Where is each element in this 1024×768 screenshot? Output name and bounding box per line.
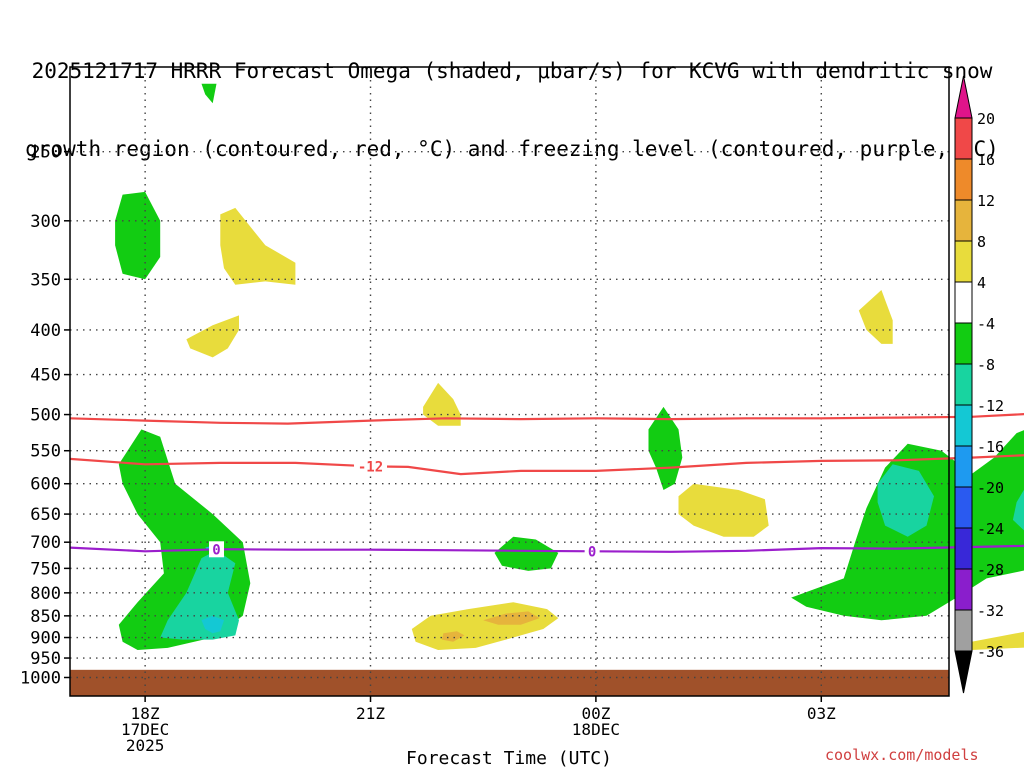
y-tick-label-500: 500 [30, 406, 61, 426]
colorbar-label-9: -20 [977, 479, 1004, 497]
colorbar-bin-1 [954, 158, 973, 201]
colorbar-bin-2 [954, 199, 973, 242]
colorbar-label-12: -32 [977, 602, 1004, 620]
colorbar-label-4: 4 [977, 274, 986, 292]
chart-title-line-1: 2025121717 HRRR Forecast Omega (shaded, … [31, 59, 993, 83]
colorbar-bin-8 [954, 445, 973, 488]
x-axis-label: Forecast Time (UTC) [406, 748, 612, 768]
omega-region-15 [441, 631, 465, 642]
colorbar: 20 16 12 8 4 -4 -8 -12 -16 -20 -24 -28 -32 -36 [954, 75, 1004, 694]
omega-region-10 [160, 550, 239, 640]
x-tick-label-21-0: 21Z [356, 704, 385, 723]
y-tick-label-750: 750 [30, 559, 61, 579]
contour-label-1-0: -12 [358, 459, 383, 475]
contour-label-2-1: 0 [588, 544, 596, 560]
colorbar-label-0: 20 [977, 110, 995, 128]
x-tick-label-18-2: 2025 [126, 736, 165, 755]
colorbar-bin-0 [954, 117, 973, 160]
omega-region-19 [1012, 489, 1024, 531]
colorbar-label-3: 8 [977, 233, 986, 251]
colorbar-bin-9 [954, 486, 973, 529]
y-tick-label-250: 250 [30, 143, 61, 163]
colorbar-label-2: 12 [977, 192, 995, 210]
omega-region-1 [115, 191, 161, 280]
contour-line-2 [69, 544, 1024, 553]
omega-region-6 [678, 483, 769, 537]
colorbar-label-8: -16 [977, 438, 1004, 456]
omega-region-2 [220, 207, 296, 285]
credit-link[interactable]: coolwx.com/models [825, 746, 979, 764]
contour-label-2-0: 0 [212, 542, 220, 558]
y-tick-label-600: 600 [30, 475, 61, 495]
omega-region-11 [201, 615, 224, 634]
colorbar-bin-10 [954, 527, 973, 570]
colorbar-label-1: 16 [977, 151, 995, 169]
y-tick-label-850: 850 [30, 607, 61, 627]
colorbar-label-11: -28 [977, 561, 1004, 579]
contour-label-bg-2-0 [209, 541, 224, 558]
y-tick-label-1000: 1000 [20, 668, 61, 688]
x-tick-label-18-0: 18Z [131, 704, 160, 723]
omega-region-16 [494, 536, 559, 571]
colorbar-bin-11 [954, 568, 973, 611]
colorbar-bin-6 [954, 363, 973, 406]
contour-line-0 [69, 413, 1024, 425]
colorbar-label-7: -12 [977, 397, 1004, 415]
x-tick-label-18-1: 17DEC [121, 720, 169, 739]
omega-region-3 [186, 315, 239, 358]
colorbar-bin-4 [954, 281, 973, 324]
y-tick-label-800: 800 [30, 584, 61, 604]
surface-fill [70, 669, 949, 696]
colorbar-over-arrow [954, 75, 973, 119]
colorbar-bin-3 [954, 240, 973, 283]
colorbar-label-6: -8 [977, 356, 995, 374]
y-tick-label-350: 350 [30, 270, 61, 290]
colorbar-under-arrow [954, 650, 973, 694]
colorbar-label-13: -36 [977, 643, 1004, 661]
chart-title-line-2: growth region (contoured, red, °C) and f… [25, 137, 999, 161]
omega-region-20 [971, 631, 1024, 650]
y-tick-label-550: 550 [30, 442, 61, 462]
x-tick-label-24-1: 18DEC [572, 720, 620, 739]
chart-title: 2025121717 HRRR Forecast Omega (shaded, … [0, 6, 1024, 188]
y-tick-label-950: 950 [30, 649, 61, 669]
colorbar-bin-12 [954, 609, 973, 652]
x-tick-label-24-0: 00Z [581, 704, 610, 723]
y-tick-label-700: 700 [30, 533, 61, 553]
plot-area: -12-120002503003504004505005506006507007… [20, 66, 1024, 755]
x-tick-label-27-0: 03Z [807, 704, 836, 723]
y-tick-label-650: 650 [30, 505, 61, 525]
contour-label-bg-2-1 [584, 543, 600, 560]
omega-region-0 [201, 83, 217, 104]
y-tick-label-900: 900 [30, 629, 61, 649]
contour-label-bg-1-0 [354, 458, 388, 475]
omega-region-7 [858, 290, 893, 344]
omega-region-14 [483, 611, 540, 625]
omega-region-18 [877, 464, 934, 537]
colorbar-label-10: -24 [977, 520, 1004, 538]
colorbar-label-5: -4 [977, 315, 995, 333]
y-tick-label-300: 300 [30, 212, 61, 232]
plot-frame [69, 66, 950, 697]
contour-line-1 [69, 454, 1024, 476]
colorbar-bin-5 [954, 322, 973, 365]
omega-region-4 [423, 382, 461, 426]
colorbar-bin-7 [954, 404, 973, 447]
omega-region-13 [411, 602, 559, 650]
y-tick-label-400: 400 [30, 321, 61, 341]
y-tick-label-450: 450 [30, 366, 61, 386]
